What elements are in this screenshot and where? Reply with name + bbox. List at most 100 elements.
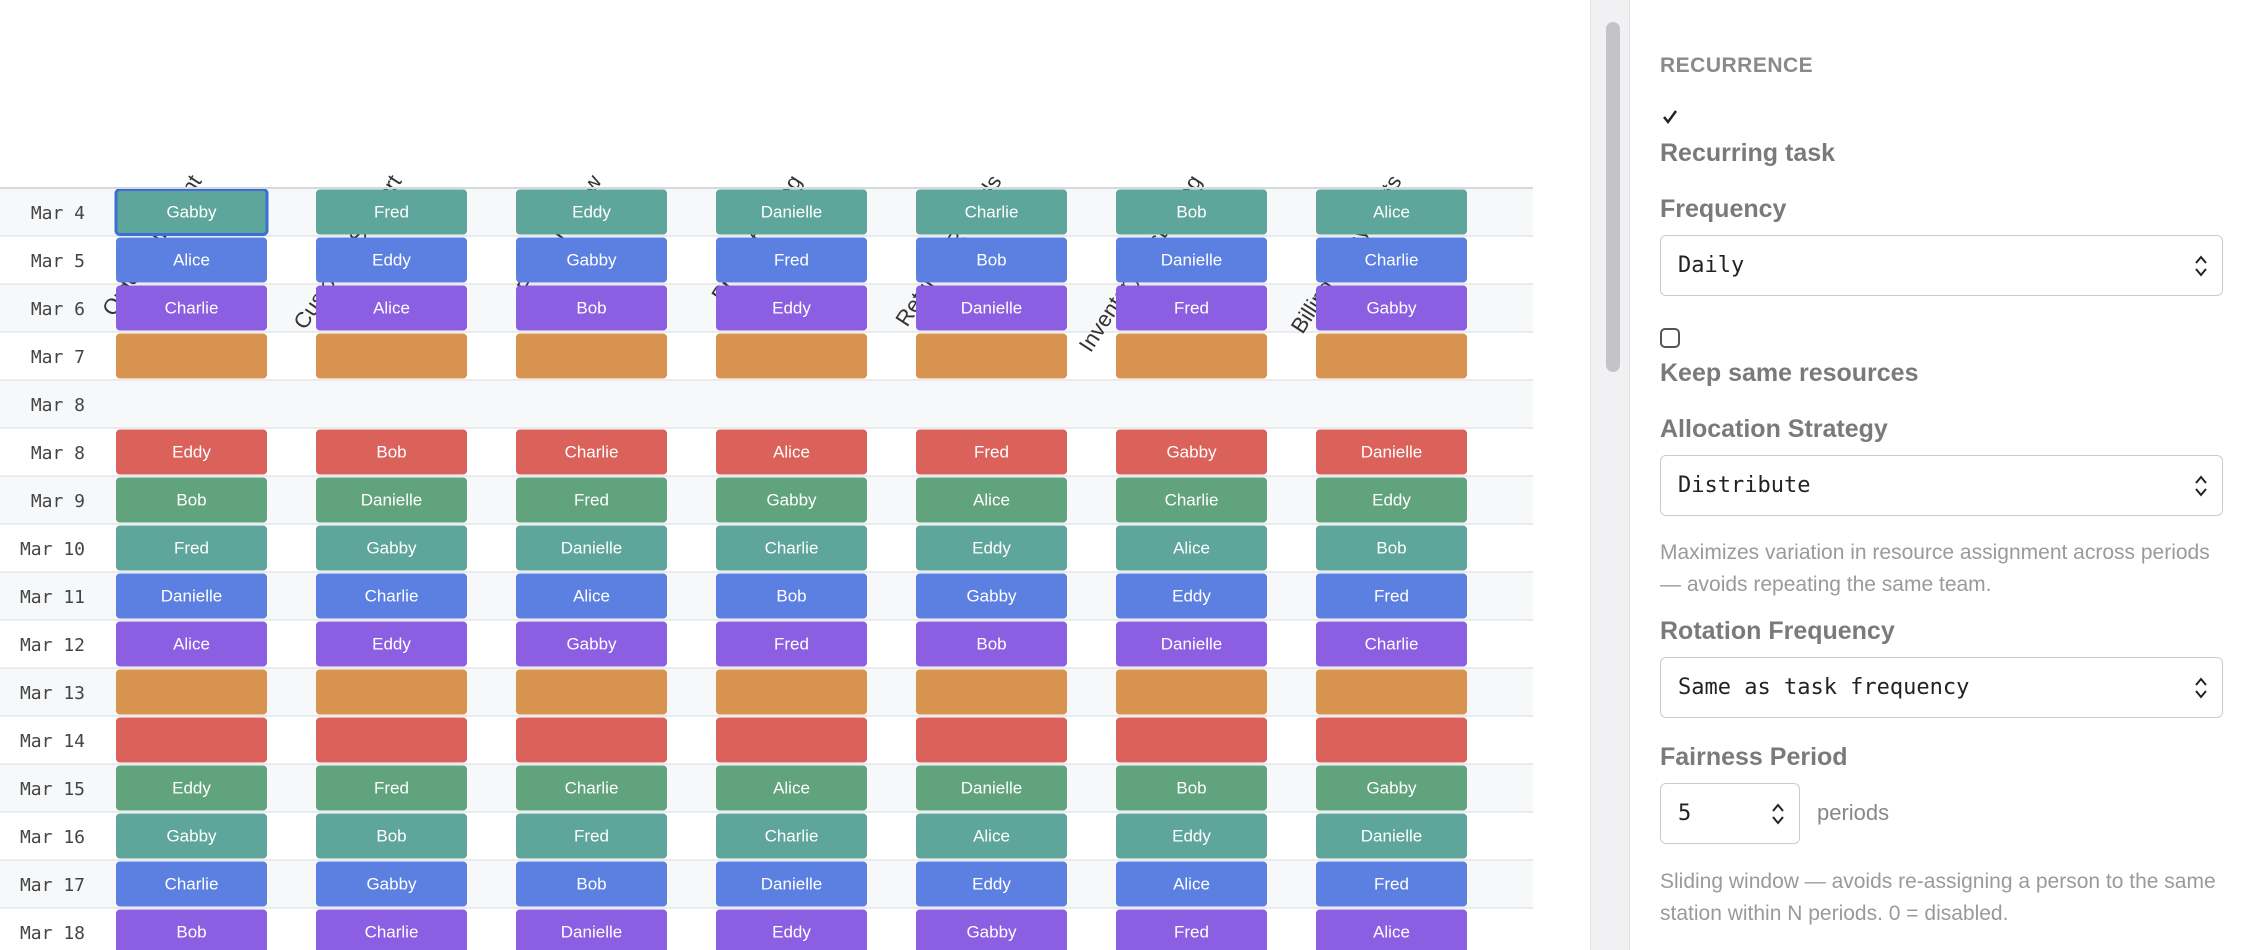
assignment-block[interactable] [1116,477,1267,523]
assignment-block[interactable] [916,909,1067,950]
assignment-block[interactable] [1116,429,1267,475]
assignment-block[interactable] [716,189,867,235]
assignment-block[interactable] [316,573,467,619]
assignment-block[interactable] [116,909,267,950]
assignment-block[interactable] [116,525,267,571]
assignment-block[interactable] [516,525,667,571]
assignment-block[interactable] [316,189,467,235]
assignment-block[interactable] [116,813,267,859]
assignment-block[interactable] [716,669,867,715]
scrollbar-track[interactable] [1590,0,1629,950]
assignment-block[interactable] [316,429,467,475]
assignment-block[interactable] [716,237,867,283]
assignment-block[interactable] [716,285,867,331]
assignment-block[interactable] [516,621,667,667]
assignment-block[interactable] [1116,717,1267,763]
assignment-block[interactable] [716,717,867,763]
assignment-block[interactable] [516,861,667,907]
assignment-block[interactable] [116,621,267,667]
assignment-block[interactable] [116,765,267,811]
assignment-block[interactable] [916,285,1067,331]
assignment-block[interactable] [516,333,667,379]
assignment-block[interactable] [916,573,1067,619]
assignment-block[interactable] [716,861,867,907]
assignment-block[interactable] [516,909,667,950]
assignment-block[interactable] [1316,333,1467,379]
assignment-block[interactable] [916,237,1067,283]
assignment-block[interactable] [516,765,667,811]
assignment-block[interactable] [1116,285,1267,331]
assignment-block[interactable] [1116,813,1267,859]
assignment-block[interactable] [1116,525,1267,571]
assignment-block[interactable] [716,333,867,379]
assignment-block[interactable] [116,573,267,619]
assignment-block[interactable] [116,477,267,523]
assignment-block[interactable] [316,669,467,715]
assignment-block[interactable] [316,765,467,811]
allocation-select[interactable]: Distribute [1660,455,2223,516]
rotation-select[interactable]: Same as task frequency [1660,657,2223,718]
assignment-block[interactable] [114,188,269,236]
assignment-block[interactable] [916,621,1067,667]
assignment-block[interactable] [1316,525,1467,571]
assignment-block[interactable] [516,573,667,619]
assignment-block[interactable] [516,813,667,859]
assignment-block[interactable] [316,477,467,523]
assignment-block[interactable] [1116,573,1267,619]
assignment-block[interactable] [1116,333,1267,379]
assignment-block[interactable] [916,429,1067,475]
assignment-block[interactable] [316,909,467,950]
assignment-block[interactable] [316,285,467,331]
assignment-block[interactable] [1316,765,1467,811]
assignment-block[interactable] [1316,861,1467,907]
assignment-block[interactable] [316,237,467,283]
assignment-block[interactable] [916,813,1067,859]
assignment-block[interactable] [1316,573,1467,619]
assignment-block[interactable] [716,765,867,811]
assignment-block[interactable] [1316,717,1467,763]
assignment-block[interactable] [1116,861,1267,907]
assignment-block[interactable] [916,189,1067,235]
assignment-block[interactable] [516,189,667,235]
assignment-block[interactable] [1116,237,1267,283]
assignment-block[interactable] [716,477,867,523]
assignment-block[interactable] [116,717,267,763]
assignment-block[interactable] [716,429,867,475]
assignment-block[interactable] [116,333,267,379]
assignment-block[interactable] [316,525,467,571]
fairness-input[interactable]: 5 [1660,783,1800,844]
assignment-block[interactable] [1316,669,1467,715]
assignment-block[interactable] [516,717,667,763]
assignment-block[interactable] [516,477,667,523]
keep-same-checkbox[interactable] [1660,328,1680,348]
assignment-block[interactable] [916,861,1067,907]
assignment-block[interactable] [716,621,867,667]
assignment-block[interactable] [716,525,867,571]
assignment-block[interactable] [916,525,1067,571]
assignment-block[interactable] [316,621,467,667]
assignment-block[interactable] [716,813,867,859]
assignment-block[interactable] [116,285,267,331]
assignment-block[interactable] [916,765,1067,811]
assignment-block[interactable] [716,573,867,619]
assignment-block[interactable] [516,669,667,715]
assignment-block[interactable] [116,429,267,475]
assignment-block[interactable] [916,477,1067,523]
assignment-block[interactable] [1316,813,1467,859]
assignment-block[interactable] [1316,429,1467,475]
assignment-block[interactable] [1116,669,1267,715]
assignment-block[interactable] [116,237,267,283]
assignment-block[interactable] [1316,909,1467,950]
assignment-block[interactable] [1316,477,1467,523]
assignment-block[interactable] [716,909,867,950]
assignment-block[interactable] [1116,765,1267,811]
assignment-block[interactable] [1316,189,1467,235]
assignment-block[interactable] [116,669,267,715]
scrollbar-thumb[interactable] [1606,22,1620,372]
assignment-block[interactable] [1116,621,1267,667]
assignment-block[interactable] [316,861,467,907]
assignment-block[interactable] [916,669,1067,715]
assignment-block[interactable] [1116,909,1267,950]
assignment-block[interactable] [1316,285,1467,331]
frequency-select[interactable]: Daily [1660,235,2223,296]
